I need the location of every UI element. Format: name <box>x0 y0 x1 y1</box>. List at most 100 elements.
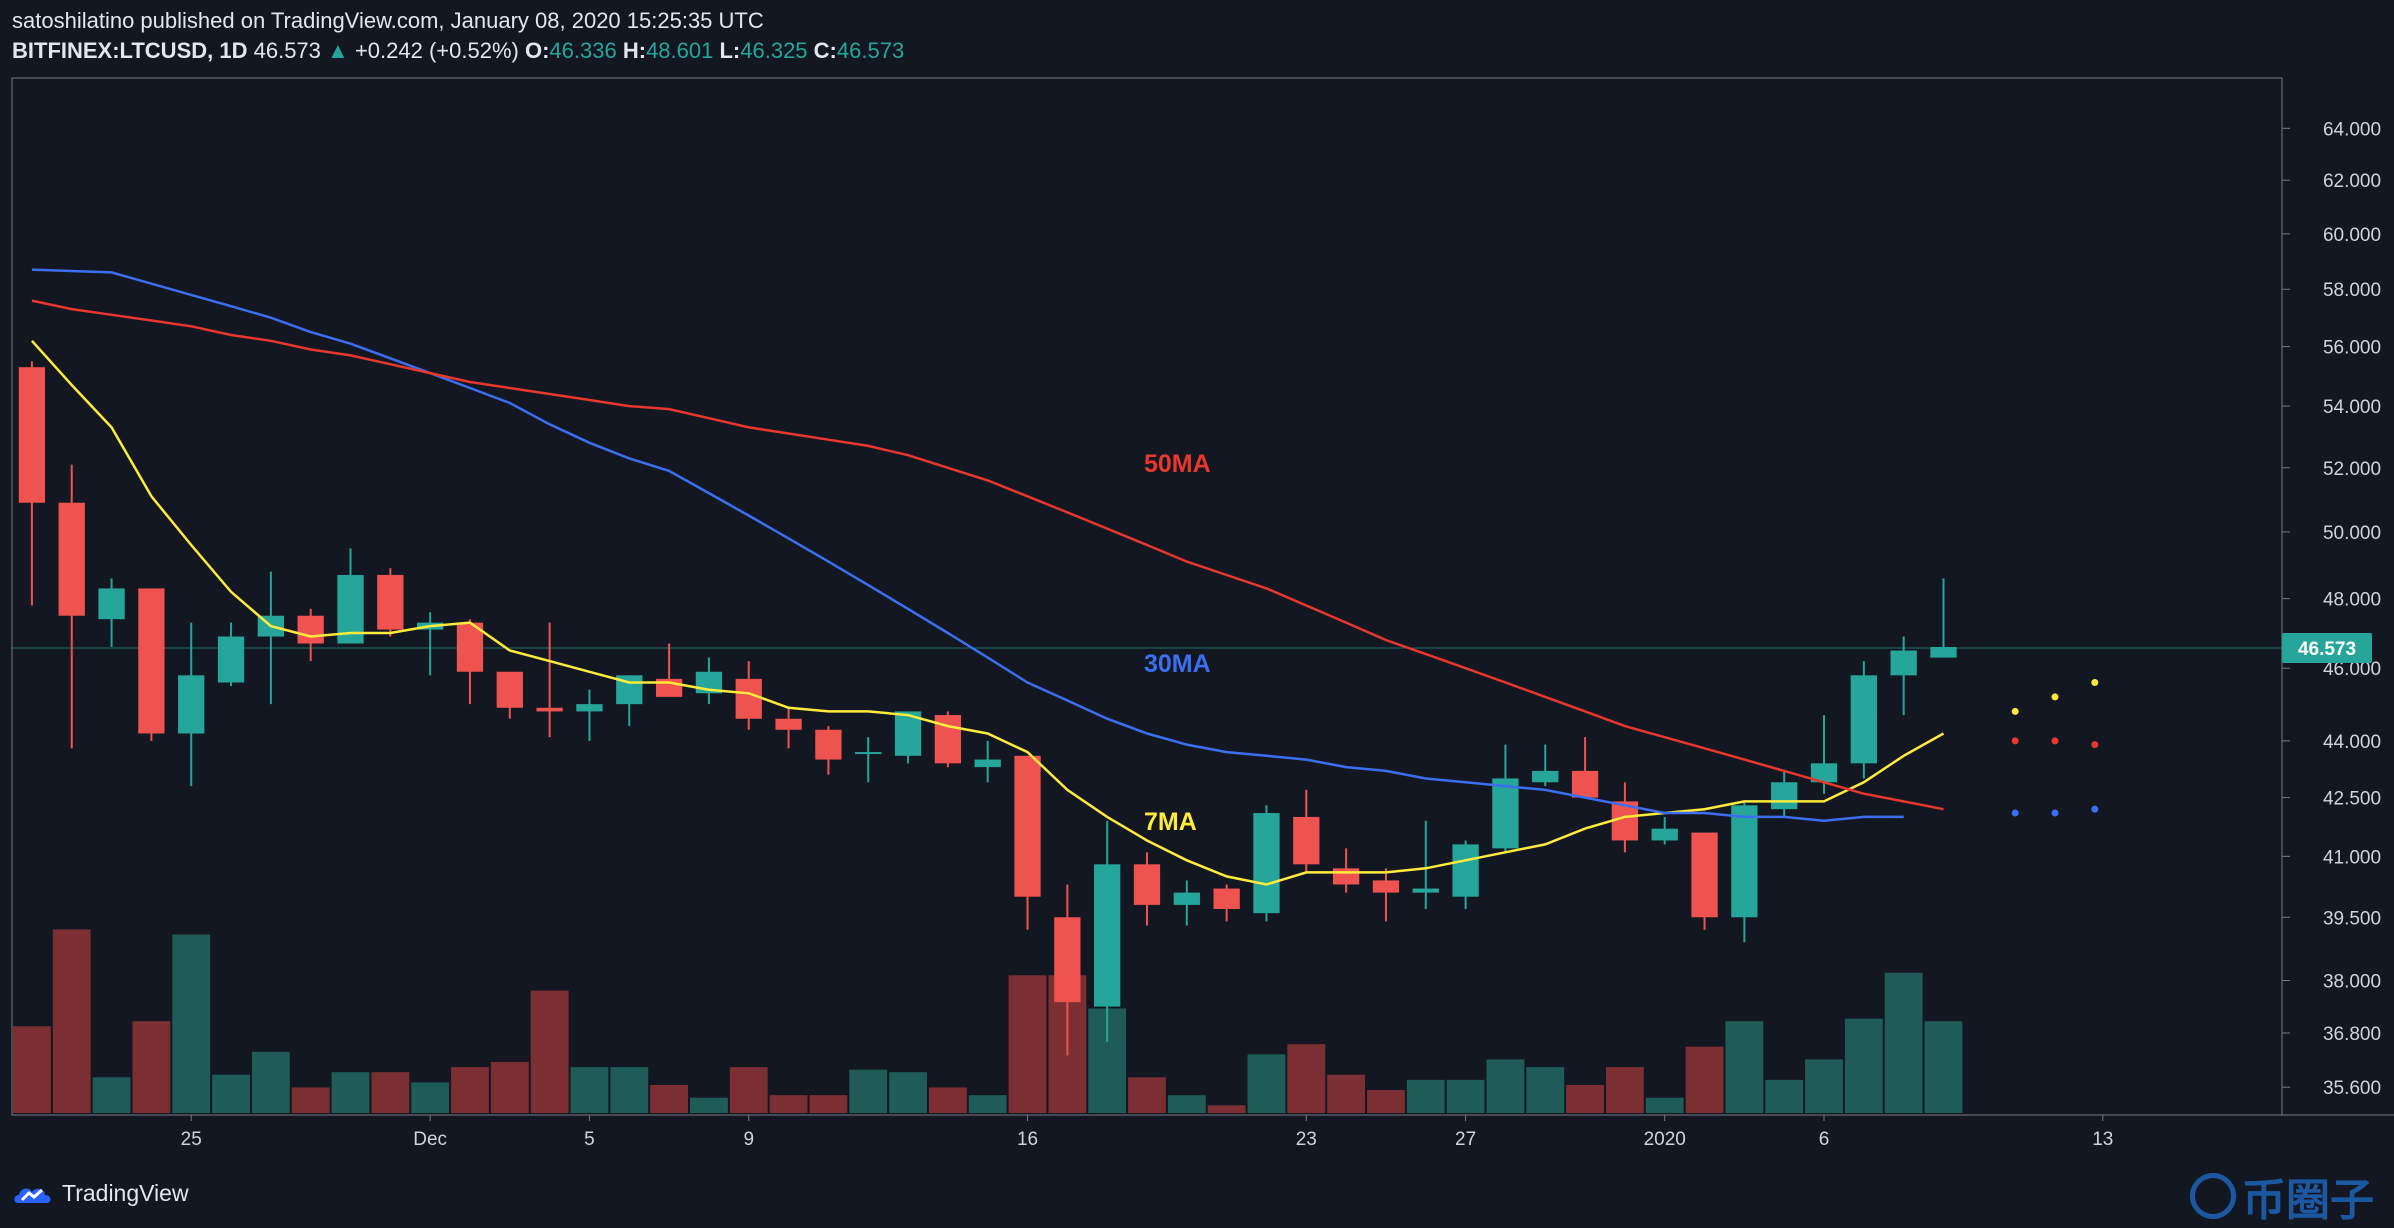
candle-body <box>1014 755 1041 897</box>
candle-body <box>1731 805 1758 918</box>
symbol-name[interactable]: BITFINEX:LTCUSD, 1D <box>12 38 248 63</box>
candle <box>456 619 484 705</box>
projection-dot <box>2011 707 2019 715</box>
ma-label-50ma: 50MA <box>1144 450 1211 478</box>
candle <box>1452 840 1479 910</box>
cloud-icon <box>14 1187 51 1203</box>
volume-bar <box>411 1082 450 1113</box>
candle <box>1412 820 1439 910</box>
volume-bar <box>1725 1021 1764 1113</box>
volume-bar <box>1486 1059 1525 1113</box>
price-tick-label: 39.500 <box>2323 908 2381 929</box>
candle <box>1094 820 1121 1042</box>
candle <box>1133 852 1161 926</box>
candle-body <box>1332 868 1360 885</box>
ma-label-30ma: 30MA <box>1144 650 1211 678</box>
volume-bar <box>52 929 91 1113</box>
volume-bar <box>928 1087 967 1113</box>
candle-body <box>1492 778 1519 849</box>
volume-bar <box>291 1087 330 1113</box>
projection-dot <box>2011 737 2019 745</box>
candle-body <box>178 675 205 734</box>
time-tick-label: 5 <box>584 1129 595 1150</box>
volume-bar <box>1924 1021 1963 1113</box>
publisher-line: satoshilatino published on TradingView.c… <box>12 8 764 33</box>
volume-bar <box>1526 1067 1565 1113</box>
candle-body <box>98 588 125 620</box>
price-tick-label: 48.000 <box>2323 590 2381 611</box>
watermark-logo: 币圈子 <box>2190 1164 2374 1228</box>
candle-body <box>1771 782 1798 810</box>
projection-dot <box>2051 693 2059 701</box>
candle <box>1372 868 1400 922</box>
price-tick-label: 38.000 <box>2323 972 2381 993</box>
candle <box>974 740 1001 783</box>
time-tick-label: 16 <box>1017 1129 1038 1150</box>
volume-bar <box>212 1074 250 1113</box>
candle-body <box>1571 770 1599 798</box>
candle <box>1890 636 1917 716</box>
time-tick-label: 25 <box>181 1129 202 1150</box>
ma-label-7ma: 7MA <box>1144 808 1197 836</box>
candle <box>536 622 563 738</box>
candle <box>1571 737 1599 798</box>
volume-bar <box>132 1021 171 1113</box>
candle-body <box>974 759 1001 768</box>
volume-bar <box>1645 1097 1684 1113</box>
volume-bar <box>1446 1079 1485 1113</box>
price-tick-label: 64.000 <box>2323 119 2381 140</box>
candle <box>934 711 962 768</box>
candle-body <box>1532 770 1559 783</box>
volume-bar <box>1605 1067 1644 1113</box>
candle-body <box>217 636 245 683</box>
candle-body <box>377 574 404 630</box>
volume-bar <box>1844 1018 1883 1113</box>
candle <box>1213 884 1240 922</box>
candle <box>855 737 882 783</box>
last-price-tag <box>2282 632 2372 663</box>
candle-body <box>735 678 762 719</box>
candle-body <box>1054 917 1081 1003</box>
projection-dot <box>2091 741 2099 749</box>
candle-body <box>18 367 46 503</box>
volume-bar <box>1008 975 1047 1113</box>
candle-body <box>1452 844 1479 897</box>
volume-bar <box>371 1072 410 1113</box>
volume-bar <box>809 1095 848 1113</box>
candle <box>1651 816 1678 845</box>
candle-body <box>1890 650 1917 676</box>
candle <box>417 612 444 676</box>
symbol-line: BITFINEX:LTCUSD, 1D 46.573 ▲ +0.242 (+0.… <box>12 38 904 64</box>
price-tick-label: 44.000 <box>2323 732 2381 753</box>
candle-body <box>1412 888 1439 893</box>
time-tick-label: 13 <box>2092 1129 2113 1150</box>
low-label: L: <box>719 38 741 63</box>
volume-bar <box>1287 1044 1326 1113</box>
coin-icon <box>2190 1173 2236 1219</box>
volume-bar <box>889 1072 927 1113</box>
last-price-tag-label: 46.573 <box>2298 639 2356 660</box>
projection-dot <box>2091 678 2099 686</box>
candle <box>1731 801 1758 943</box>
candle-body <box>894 711 922 756</box>
candle <box>1492 744 1519 853</box>
volume-bar <box>1207 1105 1246 1113</box>
candle <box>1930 578 1957 658</box>
high-label: H: <box>622 38 647 63</box>
volume-bar <box>92 1077 131 1113</box>
time-tick-label: Dec <box>413 1129 447 1150</box>
projection-dot <box>2011 809 2019 817</box>
candle <box>138 588 165 741</box>
time-tick-label: 2020 <box>1644 1129 1686 1150</box>
ma-line-30ma <box>31 268 1904 823</box>
volume-bar <box>13 1026 51 1113</box>
volume-bar <box>570 1067 609 1113</box>
tradingview-logo[interactable]: TradingView <box>12 1180 189 1207</box>
candle <box>1173 880 1200 926</box>
volume-bar <box>1367 1090 1405 1113</box>
candle <box>1054 884 1081 1056</box>
volume-bar <box>1805 1059 1843 1113</box>
candle <box>1293 789 1320 873</box>
price-tick-label: 58.000 <box>2323 280 2381 301</box>
